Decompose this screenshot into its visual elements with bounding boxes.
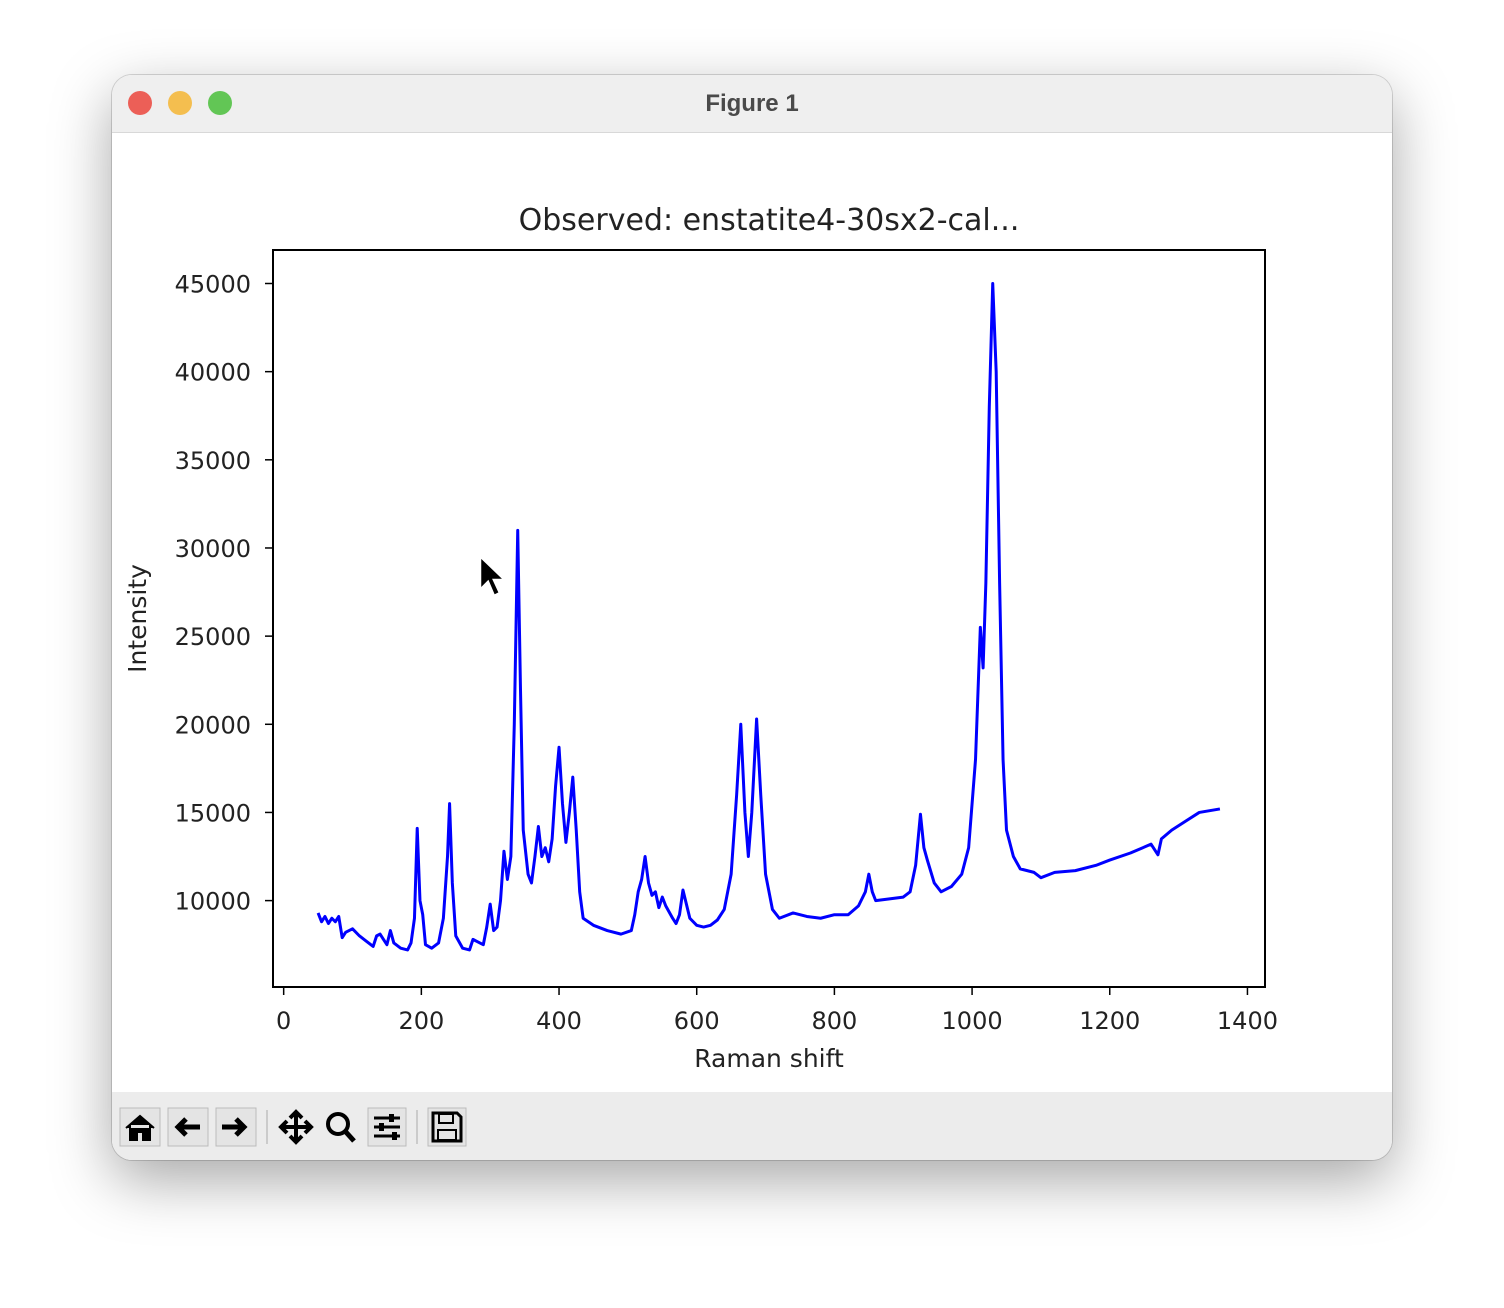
title-bar: Figure 1 (112, 75, 1392, 133)
x-tick-label: 1200 (1079, 1007, 1140, 1035)
minimize-button[interactable] (168, 91, 192, 115)
chart: Observed: enstatite4-30sx2-cal... 0 200 400… (123, 203, 1278, 1073)
y-tick-label: 25000 (175, 623, 251, 651)
window-title: Figure 1 (705, 90, 799, 117)
y-tick-label: 30000 (175, 535, 251, 563)
x-tick-label: 0 (276, 1007, 291, 1035)
x-tick-label: 1400 (1217, 1007, 1278, 1035)
y-axis-label: Intensity (123, 564, 152, 673)
y-tick-label: 20000 (175, 711, 251, 739)
home-button[interactable] (119, 1107, 161, 1147)
configure-button[interactable] (367, 1107, 407, 1147)
chart-title: Observed: enstatite4-30sx2-cal... (519, 203, 1020, 238)
x-tick-label: 200 (398, 1007, 444, 1035)
pan-button[interactable] (278, 1109, 314, 1145)
x-tick-label: 800 (811, 1007, 857, 1035)
x-tick-label: 400 (536, 1007, 582, 1035)
toolbar (112, 1092, 1392, 1160)
toolbar-icons (119, 1107, 467, 1147)
x-tick-label: 600 (674, 1007, 720, 1035)
x-axis-label: Raman shift (694, 1044, 844, 1073)
axes-frame (272, 249, 1266, 988)
y-tick-label: 15000 (175, 799, 251, 827)
window: Figure 1 Observed: enstatite4-30sx2-cal.… (112, 75, 1392, 1160)
y-tick-label: 10000 (175, 888, 251, 916)
y-tick-label: 40000 (175, 359, 251, 387)
y-tick-label: 35000 (175, 447, 251, 475)
y-tick-label: 45000 (175, 271, 251, 299)
zoom-button[interactable] (208, 91, 232, 115)
mouse-cursor (478, 553, 509, 598)
zoom-button[interactable] (326, 1112, 356, 1143)
forward-button[interactable] (215, 1107, 257, 1147)
save-button[interactable] (427, 1107, 467, 1147)
close-button[interactable] (128, 91, 152, 115)
x-tick-label: 1000 (942, 1007, 1003, 1035)
back-button[interactable] (167, 1107, 209, 1147)
spectrum-line (316, 282, 1221, 952)
